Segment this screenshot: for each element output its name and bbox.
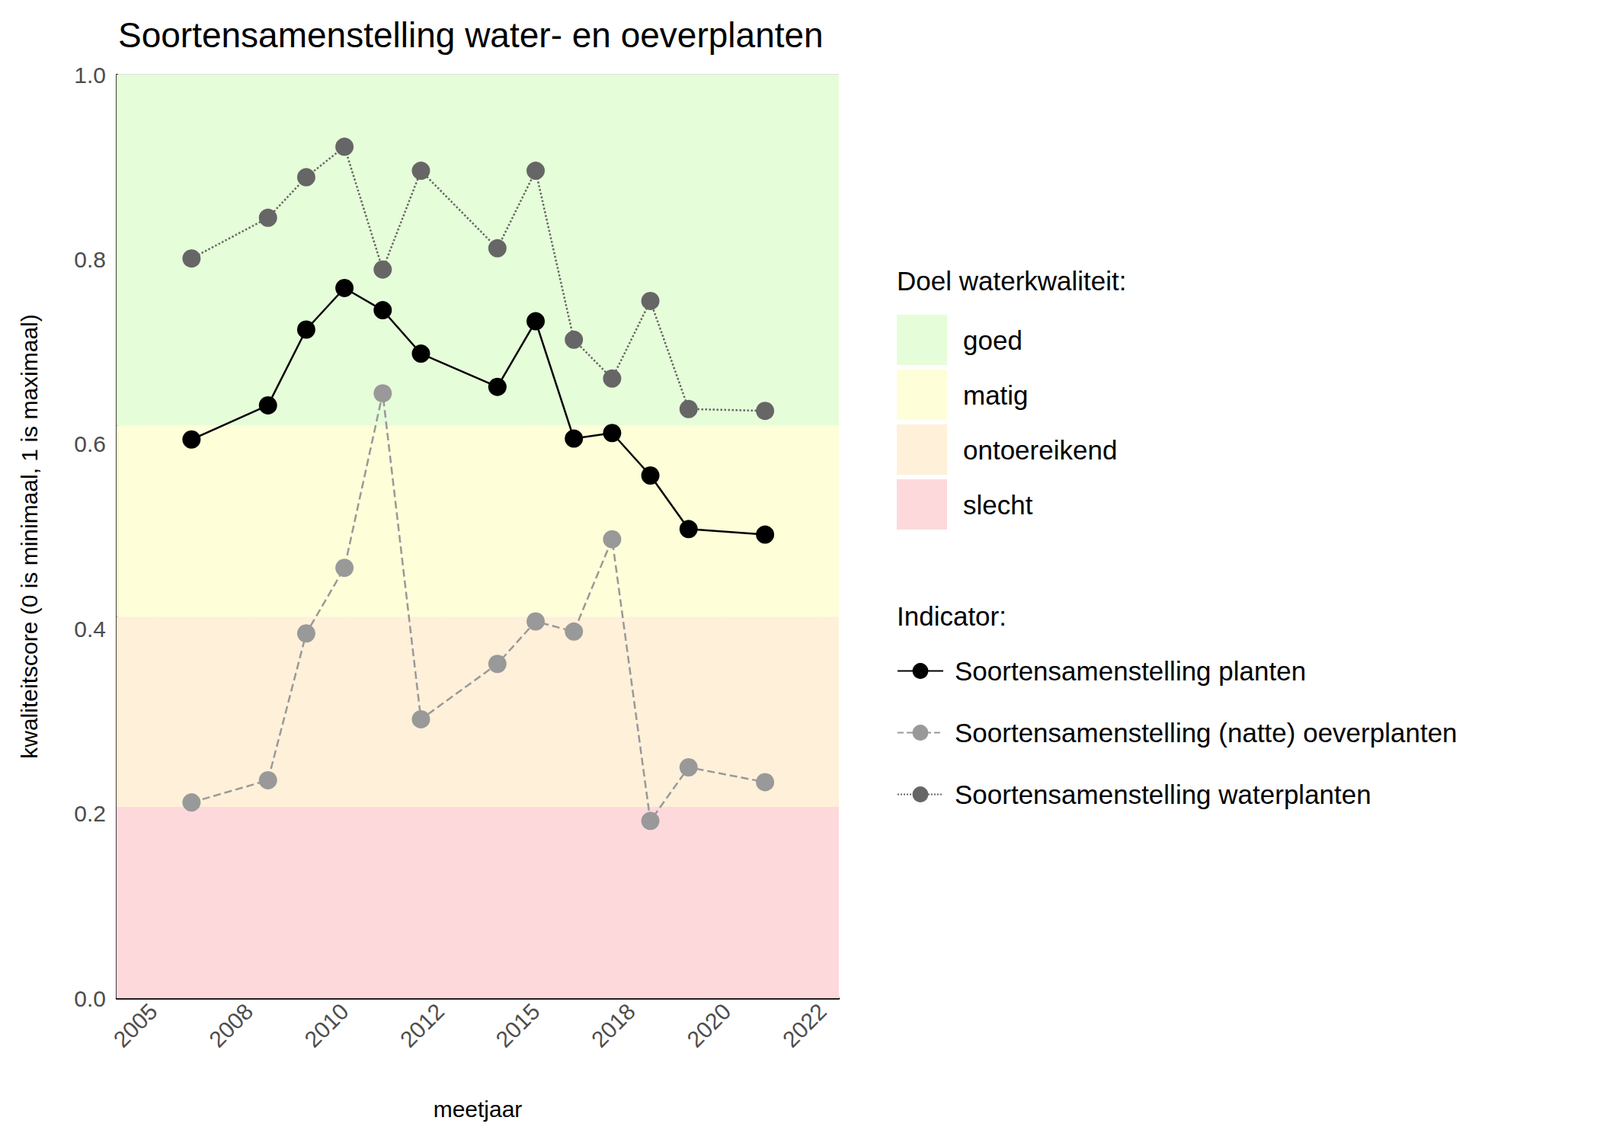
svg-text:1.0: 1.0 [73, 62, 106, 88]
svg-text:Indicator:: Indicator: [896, 601, 1007, 631]
svg-text:matig: matig [963, 380, 1029, 410]
svg-text:Soortensamenstelling water- en: Soortensamenstelling water- en oeverplan… [118, 15, 824, 55]
svg-text:Soortensamenstelling (natte) o: Soortensamenstelling (natte) oeverplante… [954, 717, 1458, 748]
svg-text:2008: 2008 [204, 998, 259, 1053]
svg-text:Soortensamenstelling planten: Soortensamenstelling planten [954, 656, 1306, 686]
svg-text:Doel waterkwaliteit:: Doel waterkwaliteit: [896, 265, 1127, 296]
svg-text:0.2: 0.2 [73, 800, 106, 826]
svg-text:ontoereikend: ontoereikend [963, 435, 1117, 465]
svg-text:meetjaar: meetjaar [433, 1096, 523, 1122]
svg-text:goed: goed [963, 325, 1023, 356]
svg-text:2012: 2012 [395, 998, 450, 1053]
svg-text:slecht: slecht [963, 489, 1034, 520]
svg-text:0.0: 0.0 [73, 985, 106, 1012]
svg-text:2022: 2022 [777, 998, 832, 1053]
svg-text:kwaliteitscore (0 is minimaal,: kwaliteitscore (0 is minimaal, 1 is maxi… [16, 313, 42, 759]
svg-text:2010: 2010 [299, 998, 354, 1053]
svg-text:2018: 2018 [586, 998, 641, 1053]
svg-text:0.6: 0.6 [73, 431, 106, 457]
svg-text:2005: 2005 [108, 998, 163, 1053]
svg-text:2015: 2015 [490, 998, 545, 1053]
svg-text:0.4: 0.4 [73, 616, 106, 642]
svg-text:0.8: 0.8 [73, 246, 106, 272]
svg-text:2020: 2020 [681, 998, 736, 1053]
svg-text:Soortensamenstelling waterplan: Soortensamenstelling waterplanten [954, 779, 1372, 810]
